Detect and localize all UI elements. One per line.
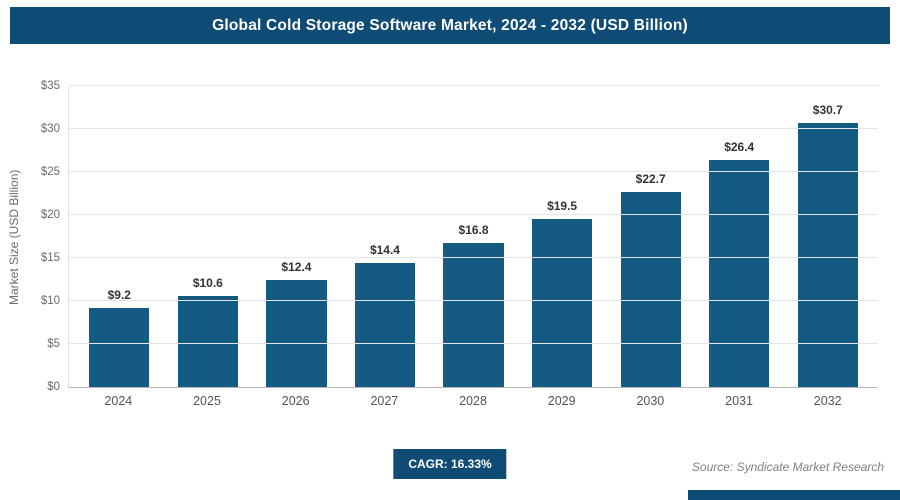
bar-group: $16.8 (429, 86, 518, 387)
x-axis-tick-label: 2025 (193, 394, 221, 408)
bar-group: $10.6 (164, 86, 253, 387)
y-axis-tick-label: $0 (47, 381, 60, 393)
bar-value-label: $22.7 (635, 171, 666, 186)
y-axis-tick-label: $30 (40, 123, 60, 135)
x-axis-tick-label: 2029 (547, 394, 576, 408)
gridline (69, 257, 878, 258)
gridline (69, 128, 878, 129)
x-axis-tick-label: 2032 (813, 394, 842, 408)
bar (177, 295, 238, 387)
plot-area: $9.2 $10.6 $12.4 $14.4 $16.8 $19.5 $22.7 $26.4 $… (41, 80, 878, 393)
gridline (69, 300, 878, 301)
bar-value-label: $26.4 (724, 139, 755, 154)
bar-group: $22.7 (606, 86, 695, 387)
bar-value-label: $30.7 (812, 102, 843, 117)
x-axis-tick-label: 2024 (104, 394, 133, 408)
y-axis-tick-label: $35 (40, 80, 60, 92)
bar (443, 242, 504, 387)
bar (266, 280, 327, 387)
x-axis: 2024 2025 2026 2027 2028 2029 2030 2031 2032 (68, 394, 878, 408)
bar-group: $30.7 (784, 86, 873, 387)
x-axis-tick-label: 2027 (370, 394, 399, 408)
bar-value-label: $19.5 (547, 199, 578, 214)
header-bar: Global Cold Storage Software Market, 202… (10, 7, 890, 44)
bar (620, 191, 681, 387)
x-axis-tick-label: 2030 (636, 394, 665, 408)
bar-value-label: $9.2 (107, 287, 131, 302)
y-axis-tick-label: $15 (40, 252, 60, 264)
gridline (69, 214, 878, 215)
y-axis-tick-label: $5 (47, 338, 60, 350)
bar-value-label: $12.4 (281, 260, 312, 275)
y-axis-tick-label: $25 (40, 166, 60, 178)
bar (89, 307, 150, 387)
bar-group: $26.4 (695, 86, 784, 387)
bar (354, 263, 416, 387)
page-title: Global Cold Storage Software Market, 202… (212, 16, 688, 34)
bar-group: $19.5 (518, 86, 607, 387)
source-text: Source: Syndicate Market Research (691, 460, 884, 474)
bar (531, 219, 593, 387)
bar (709, 159, 770, 387)
bar-group: $12.4 (252, 86, 341, 387)
x-axis-tick-label: 2028 (459, 394, 487, 408)
bar-value-label: $10.6 (192, 275, 223, 290)
bar-group: $14.4 (341, 86, 430, 387)
x-axis-tick-label: 2026 (281, 394, 310, 408)
x-axis-tick-label: 2031 (725, 394, 753, 408)
gridline (69, 171, 878, 172)
y-axis-tick-label: $10 (40, 295, 60, 307)
bar-value-label: $14.4 (369, 243, 400, 258)
gridline (69, 343, 878, 344)
bars-container: $9.2 $10.6 $12.4 $14.4 $16.8 $19.5 $22.7 $26.4 $… (69, 86, 878, 387)
gridline (69, 85, 878, 86)
cagr-badge: CAGR: 16.33% (393, 449, 507, 479)
y-axis-tick-label: $20 (40, 209, 60, 221)
footer-accent-bar (688, 490, 900, 500)
bar-group: $9.2 (75, 86, 164, 387)
bar (797, 122, 858, 387)
bar-value-label: $16.8 (458, 222, 489, 237)
y-axis-title: Market Size (USD Billion) (7, 169, 21, 305)
